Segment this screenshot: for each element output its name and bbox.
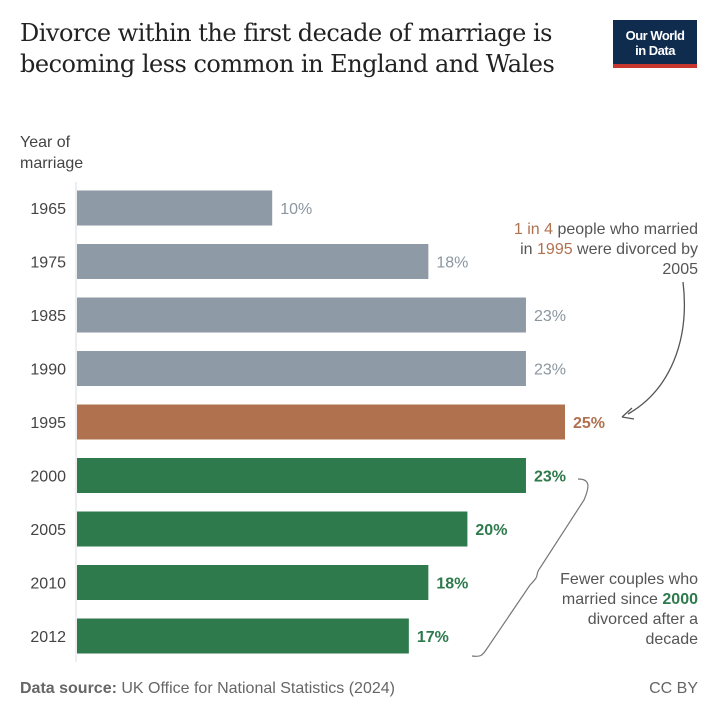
category-label-1990: 1990: [30, 362, 66, 379]
source-text: UK Office for National Statistics (2024): [116, 680, 395, 697]
footer-license[interactable]: CC BY: [649, 680, 698, 697]
value-label-2010: 18%: [436, 576, 468, 593]
bar-2005[interactable]: [77, 511, 468, 547]
value-label-1995: 25%: [573, 415, 605, 432]
category-label-2000: 2000: [30, 469, 66, 486]
footer-source: Data source: UK Office for National Stat…: [20, 680, 395, 698]
value-label-2012: 17%: [417, 629, 449, 646]
annotation-1995: 1 in 4 people who married in 1995 were d…: [500, 220, 698, 280]
brace: [471, 478, 589, 657]
bar-1965[interactable]: [77, 190, 273, 226]
ann2-emph: 2000: [662, 591, 698, 608]
category-label-1965: 1965: [30, 201, 66, 218]
category-label-1975: 1975: [30, 255, 66, 272]
bar-1985[interactable]: [77, 297, 526, 333]
bar-2012[interactable]: [77, 618, 409, 654]
bar-1975[interactable]: [77, 244, 429, 279]
value-label-2000: 23%: [534, 469, 566, 486]
bar-1995[interactable]: [77, 404, 565, 440]
y-axis-label-text: Year of marriage: [20, 134, 84, 172]
annotation-2000: Fewer couples who married since 2000 div…: [540, 570, 698, 650]
y-axis-label: Year of marriage: [20, 132, 110, 174]
value-label-1965: 10%: [280, 201, 312, 218]
category-label-2010: 2010: [30, 576, 66, 593]
owid-logo[interactable]: Our World in Data: [613, 20, 697, 68]
ann-emph: 1 in 4: [513, 221, 554, 238]
value-label-2005: 20%: [475, 522, 507, 539]
arrow-head: [621, 407, 635, 420]
source-label: Data source:: [20, 680, 117, 697]
category-label-1995: 1995: [30, 415, 66, 432]
category-label-1985: 1985: [30, 308, 66, 325]
ann2-text-end: divorced after a decade: [587, 611, 698, 648]
ann-text-end: were divorced by 2005: [572, 241, 698, 278]
ann-emph-year: 1995: [537, 241, 573, 258]
logo-line1: Our World: [625, 28, 685, 43]
arrow-line: [627, 281, 685, 415]
value-label-1990: 23%: [534, 362, 566, 379]
bar-2010[interactable]: [77, 565, 429, 600]
bar-1990[interactable]: [77, 351, 526, 386]
category-label-2005: 2005: [30, 522, 66, 539]
value-label-1985: 23%: [534, 308, 566, 325]
value-label-1975: 18%: [436, 255, 468, 272]
ann-text: people who married in: [520, 221, 698, 258]
chart-title: Divorce within the first decade of marri…: [20, 19, 555, 78]
logo-line2: in Data: [635, 43, 675, 58]
category-label-2012: 2012: [30, 629, 66, 646]
bar-2000[interactable]: [77, 458, 526, 493]
ann2-text: Fewer couples who married since: [560, 571, 698, 608]
